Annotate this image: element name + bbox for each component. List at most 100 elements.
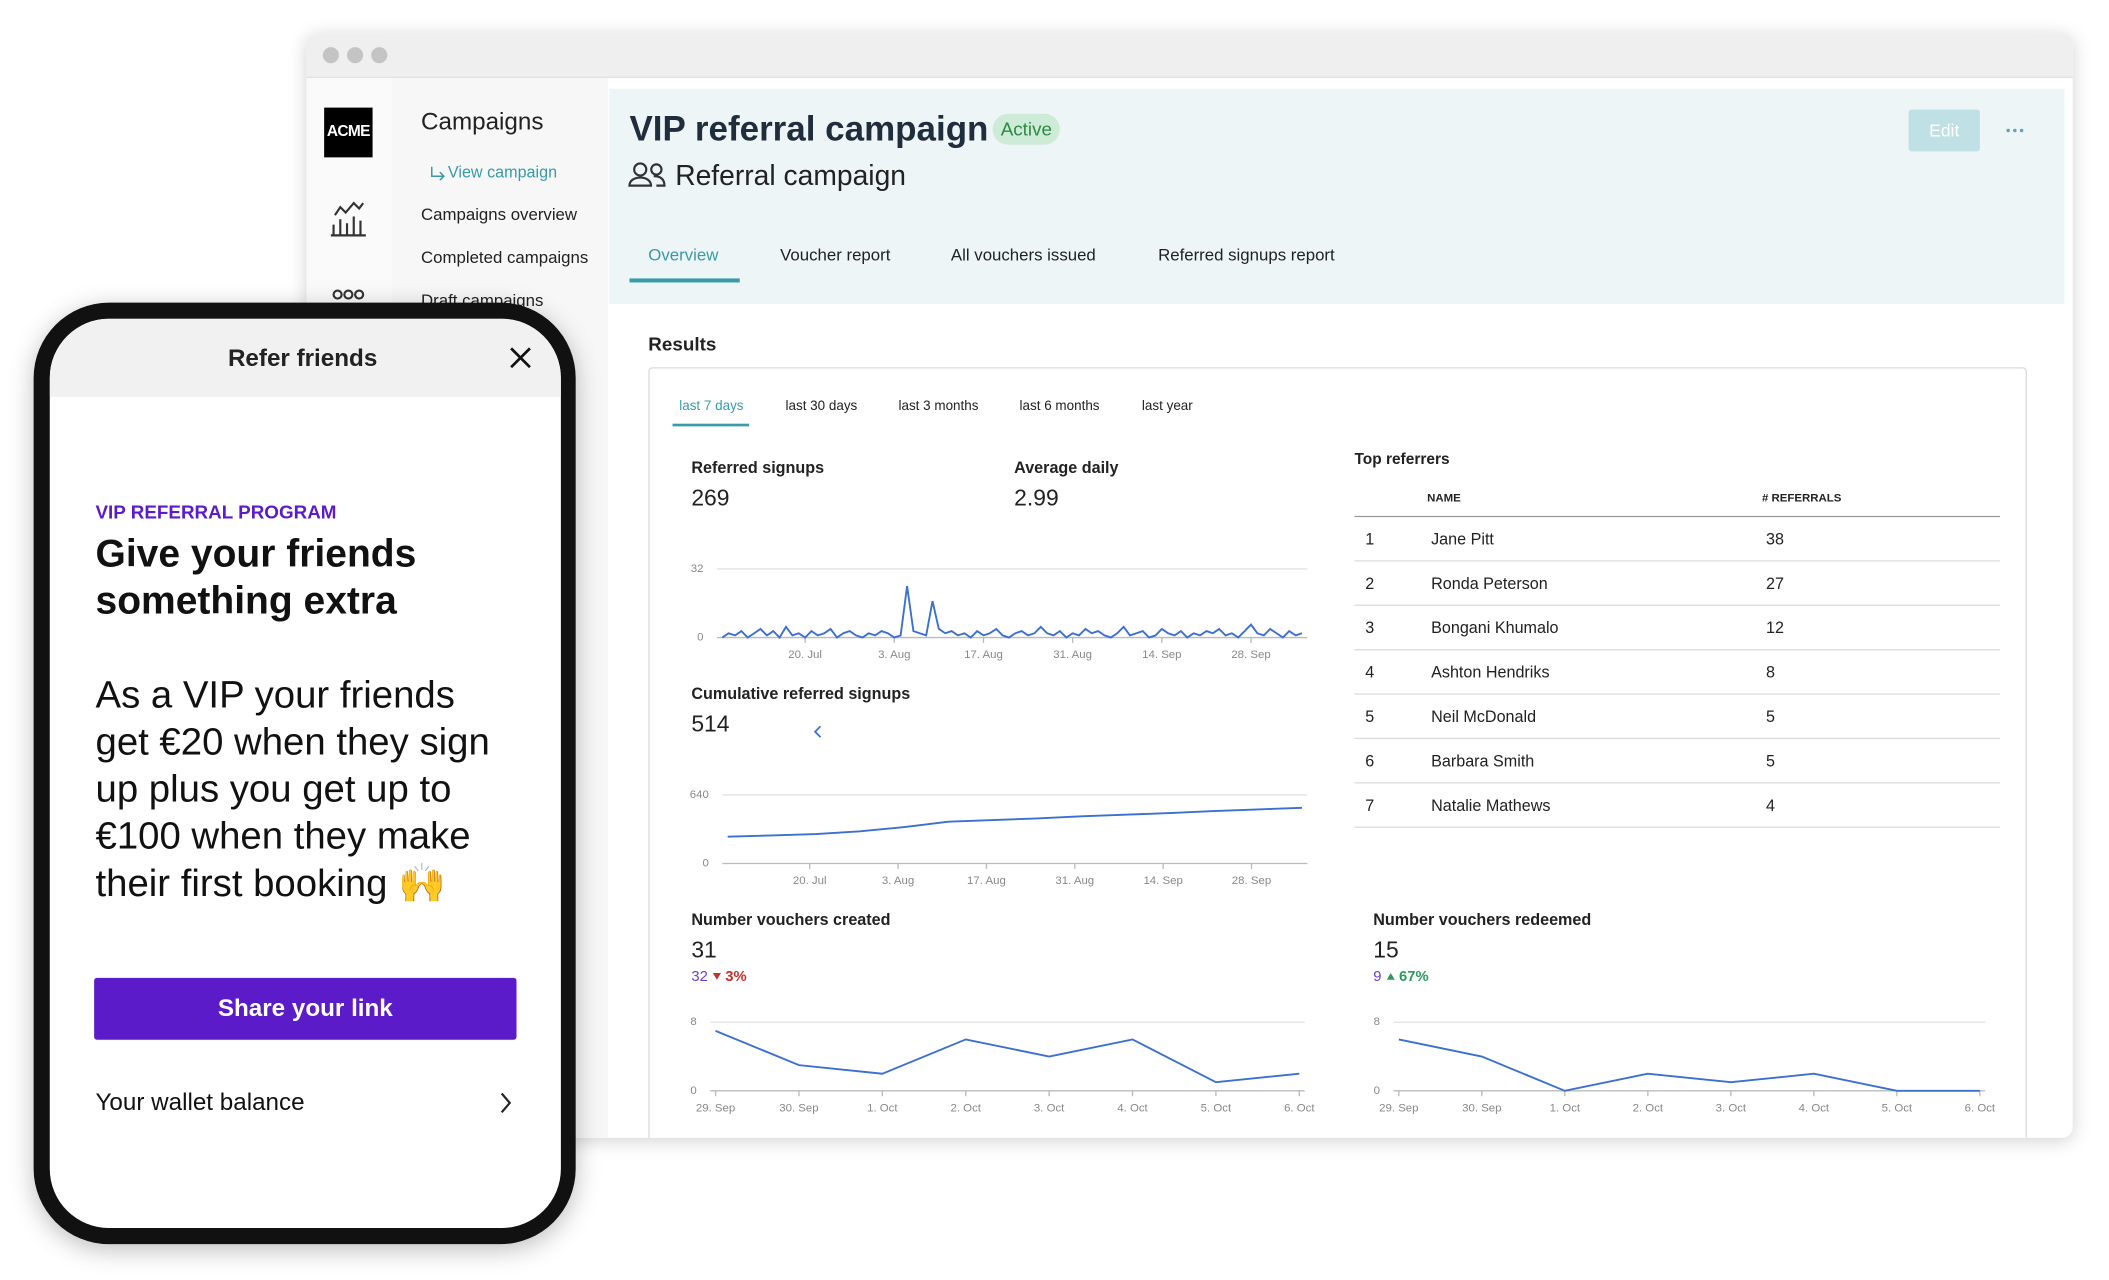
sidebar-title: Campaigns <box>420 107 544 135</box>
referrer-name: Jane Pitt <box>1431 529 1494 549</box>
metric-label: Average daily <box>1014 458 1119 478</box>
data-line <box>721 586 1303 640</box>
x-tick-label: 14. Sep <box>1143 875 1182 887</box>
x-tick-label: 31. Aug <box>1053 649 1092 661</box>
x-tick-label: 28. Sep <box>1232 875 1271 887</box>
x-tick-label: 4. Oct <box>1117 1102 1148 1114</box>
data-line <box>715 1029 1300 1084</box>
people-icon <box>332 289 365 300</box>
period-tab[interactable]: last 3 months <box>898 399 979 415</box>
referral-count: 5 <box>1766 751 1776 771</box>
x-tick-label: 6. Oct <box>1284 1102 1315 1114</box>
more-icon[interactable] <box>2006 128 2024 133</box>
period-tab[interactable]: last 30 days <box>785 399 858 415</box>
rank: 6 <box>1365 751 1375 771</box>
change: 67% <box>1398 968 1429 986</box>
x-tick-label: 1. Oct <box>867 1102 898 1114</box>
x-tick-label: 1. Oct <box>1550 1102 1581 1114</box>
x-tick-label: 3. Aug <box>882 875 914 887</box>
column-header: NAME <box>1427 490 1461 505</box>
edit-button[interactable]: Edit <box>1908 109 1980 152</box>
metric-label: Cumulative referred signups <box>691 684 911 704</box>
sidebar-link[interactable]: View campaign <box>447 162 558 182</box>
rank: 7 <box>1365 795 1375 815</box>
page-title: VIP referral campaign <box>629 108 989 149</box>
referrer-name: Ronda Peterson <box>1431 574 1548 593</box>
tab[interactable]: Overview <box>648 245 719 265</box>
metric-comparison: 32 3% <box>691 969 746 987</box>
tab-underline <box>629 278 740 283</box>
x-tick-label: 17. Aug <box>964 649 1003 661</box>
y-tick-label: 0 <box>690 1085 696 1097</box>
rank: 1 <box>1365 529 1375 549</box>
column-header: # REFERRALS <box>1761 490 1842 505</box>
tab[interactable]: Voucher report <box>780 245 891 265</box>
metric-label: Number vouchers created <box>691 910 891 930</box>
logo: ACME <box>326 123 371 141</box>
phone-screen <box>49 318 561 1229</box>
referrer-name: Neil McDonald <box>1431 707 1537 727</box>
change: 3% <box>725 968 747 986</box>
body-text: As a VIP your friends get €20 when they … <box>95 673 490 906</box>
y-tick-label: 8 <box>1374 1016 1380 1028</box>
x-tick-label: 30. Sep <box>1462 1102 1501 1114</box>
y-tick-label: 32 <box>691 563 704 575</box>
window-dot <box>322 47 339 64</box>
x-tick-label: 29. Sep <box>696 1102 735 1114</box>
metric-value: 514 <box>691 711 730 737</box>
metric-label: Referred signups <box>691 458 825 478</box>
y-tick-label: 0 <box>702 858 708 870</box>
share-button-label[interactable]: Share your link <box>217 994 393 1022</box>
trend-arrow <box>713 973 722 980</box>
referral-count: 8 <box>1766 662 1776 682</box>
period-tab[interactable]: last 7 days <box>679 399 744 415</box>
share-button[interactable] <box>94 977 517 1040</box>
referrer-name: Barbara Smith <box>1431 751 1535 771</box>
window-dot <box>347 47 364 64</box>
x-tick-label: 14. Sep <box>1142 649 1181 661</box>
x-tick-label: 5. Oct <box>1201 1102 1232 1114</box>
wallet-link[interactable]: Your wallet balance <box>95 1088 305 1116</box>
y-tick-label: 0 <box>697 632 703 644</box>
metric-comparison: 9 67% <box>1373 969 1428 987</box>
period-underline <box>672 423 750 427</box>
sidebar-link[interactable]: Completed campaigns <box>420 248 589 267</box>
rank: 2 <box>1365 574 1375 593</box>
table-title: Top referrers <box>1354 452 1450 469</box>
collapse-chevron[interactable] <box>813 725 822 738</box>
metric-value: 15 <box>1373 937 1399 963</box>
close-button[interactable] <box>507 344 534 371</box>
x-tick-label: 31. Aug <box>1055 875 1094 887</box>
x-tick-label: 3. Oct <box>1716 1102 1747 1114</box>
previous-value: 9 <box>1373 968 1382 986</box>
rank: 3 <box>1365 618 1375 638</box>
metric-value: 2.99 <box>1014 485 1059 511</box>
x-tick-label: 2. Oct <box>950 1102 981 1114</box>
metric-label: Number vouchers redeemed <box>1373 910 1592 930</box>
tab[interactable]: Referred signups report <box>1158 245 1335 265</box>
referral-count: 12 <box>1766 618 1784 638</box>
content-header <box>609 88 2065 304</box>
status-badge: Active <box>992 113 1061 145</box>
referral-count: 4 <box>1766 795 1776 815</box>
x-tick-label: 30. Sep <box>779 1102 818 1114</box>
results-card <box>648 367 2027 1138</box>
wallet-chevron[interactable] <box>498 1091 514 1115</box>
referral-count: 27 <box>1766 574 1784 593</box>
section-title: Results <box>648 333 717 355</box>
period-tab[interactable]: last 6 months <box>1019 399 1100 415</box>
logo-box <box>324 107 373 158</box>
phone <box>33 302 576 1245</box>
period-tab[interactable]: last year <box>1141 399 1193 415</box>
x-tick-label: 5. Oct <box>1882 1102 1913 1114</box>
referrer-name: Ashton Hendriks <box>1431 662 1550 682</box>
x-tick-label: 6. Oct <box>1965 1102 1996 1114</box>
x-tick-label: 20. Jul <box>793 875 827 887</box>
sidebar-link[interactable]: Campaigns overview <box>420 205 578 224</box>
y-tick-label: 0 <box>1374 1085 1380 1097</box>
x-tick-label: 28. Sep <box>1231 649 1270 661</box>
x-tick-label: 3. Oct <box>1034 1102 1065 1114</box>
headline: Give your friends something extra <box>95 532 417 623</box>
tab[interactable]: All vouchers issued <box>950 245 1096 265</box>
